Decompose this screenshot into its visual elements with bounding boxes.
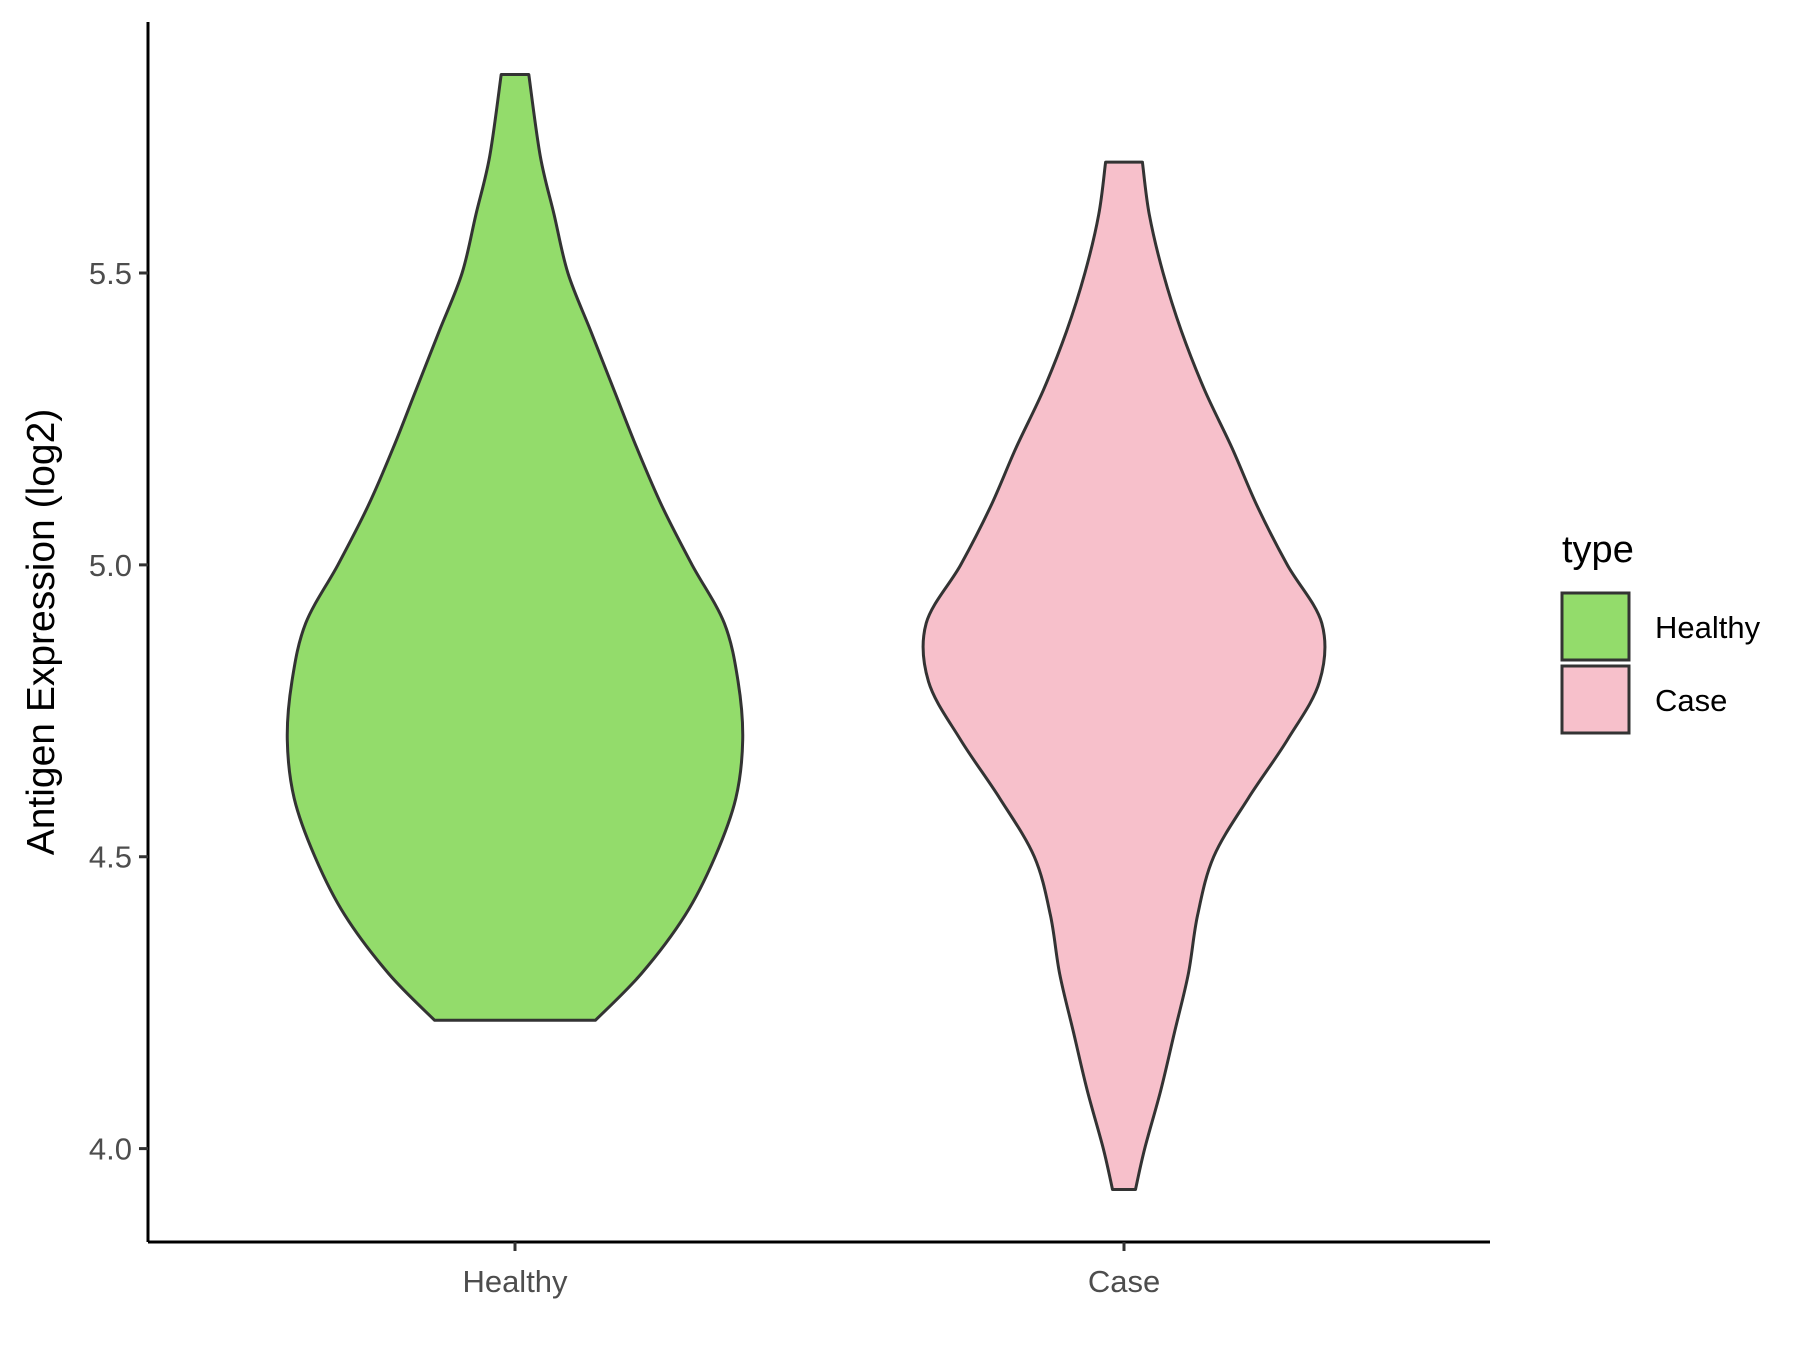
y-tick-label: 5.5	[89, 256, 132, 291]
x-axis-ticks: Healthy Case	[462, 1242, 1160, 1299]
y-axis-title: Antigen Expression (log2)	[20, 409, 63, 856]
legend: type Healthy Case	[1560, 529, 1761, 735]
violin-healthy	[285, 73, 745, 1022]
y-axis-ticks: 4.0 4.5 5.0 5.5	[89, 256, 148, 1167]
y-tick-label: 4.5	[89, 840, 132, 875]
legend-title: type	[1562, 529, 1634, 571]
legend-label-healthy: Healthy	[1655, 610, 1761, 645]
x-tick-label: Case	[1088, 1264, 1160, 1299]
legend-label-case: Case	[1655, 683, 1727, 718]
legend-key-case	[1560, 664, 1631, 735]
y-tick-label: 5.0	[89, 548, 132, 583]
legend-key-healthy	[1560, 591, 1631, 662]
y-tick-label: 4.0	[89, 1132, 132, 1167]
violin-case	[921, 160, 1327, 1191]
x-tick-label: Healthy	[462, 1264, 568, 1299]
violin-layer	[285, 73, 1327, 1191]
